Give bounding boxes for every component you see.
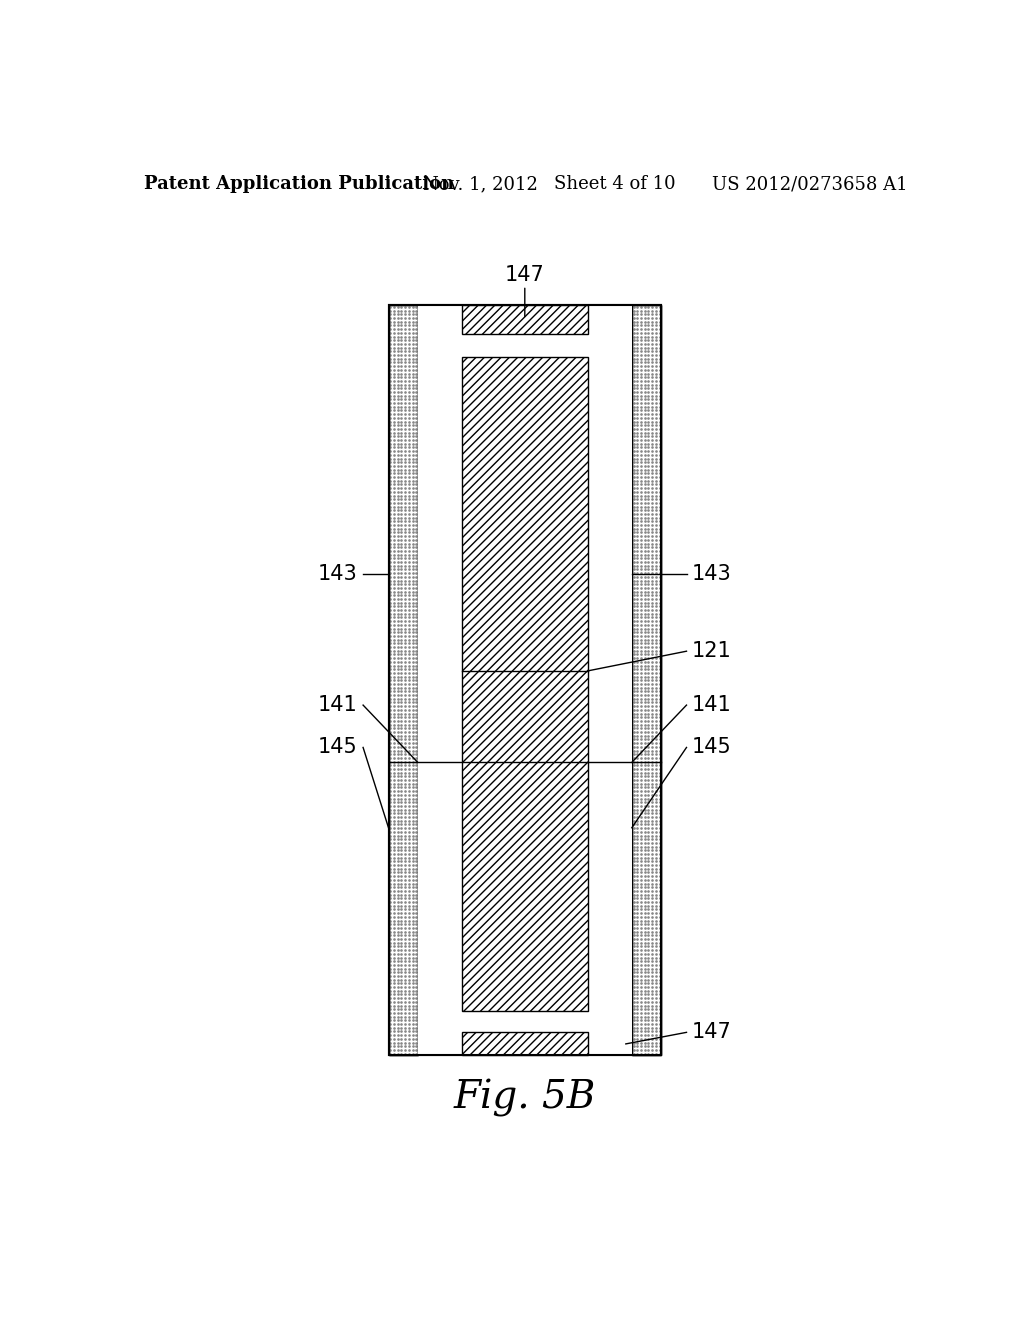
Bar xyxy=(632,305,662,1056)
Text: 143: 143 xyxy=(318,564,357,585)
Bar xyxy=(462,1011,588,1032)
Bar xyxy=(462,334,588,358)
Bar xyxy=(388,305,418,1056)
Bar xyxy=(388,305,418,1056)
Text: 141: 141 xyxy=(318,696,357,715)
Text: 141: 141 xyxy=(692,696,731,715)
Bar xyxy=(418,305,462,1056)
Bar xyxy=(632,305,662,1056)
Text: 145: 145 xyxy=(318,738,357,758)
Text: Nov. 1, 2012: Nov. 1, 2012 xyxy=(423,176,538,193)
Text: 145: 145 xyxy=(692,738,731,758)
Bar xyxy=(462,358,588,1011)
Text: 143: 143 xyxy=(692,564,731,585)
Text: Patent Application Publication: Patent Application Publication xyxy=(144,176,455,193)
Bar xyxy=(388,305,662,1056)
Text: 147: 147 xyxy=(505,265,545,285)
Text: Fig. 5B: Fig. 5B xyxy=(454,1078,596,1117)
Text: Sheet 4 of 10: Sheet 4 of 10 xyxy=(554,176,676,193)
Text: 147: 147 xyxy=(692,1023,731,1043)
Bar xyxy=(388,305,662,1056)
Text: US 2012/0273658 A1: US 2012/0273658 A1 xyxy=(712,176,907,193)
Bar xyxy=(588,305,632,1056)
Text: 121: 121 xyxy=(692,642,731,661)
Bar xyxy=(462,1032,588,1056)
Bar xyxy=(462,305,588,334)
